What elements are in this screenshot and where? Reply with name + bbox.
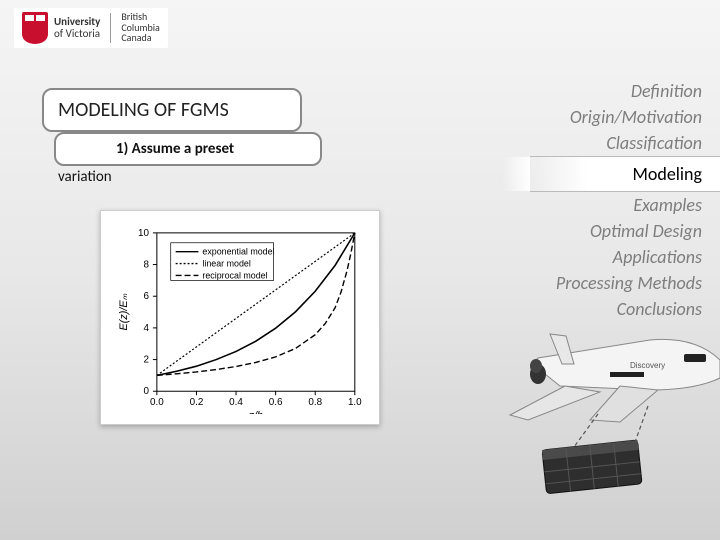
- svg-text:reciprocal model: reciprocal model: [202, 270, 267, 280]
- outline-nav: DefinitionOrigin/MotivationClassificatio…: [530, 78, 720, 322]
- svg-text:0.4: 0.4: [229, 397, 243, 408]
- section-title: MODELING OF FGMS: [42, 88, 302, 132]
- svg-text:0.6: 0.6: [269, 397, 283, 408]
- nav-item-applications[interactable]: Applications: [530, 244, 720, 270]
- uvic-shield-icon: [22, 12, 48, 44]
- logo-bar: University of Victoria British Columbia …: [14, 8, 168, 48]
- logo-divider: [110, 13, 111, 43]
- nav-item-definition[interactable]: Definition: [530, 78, 720, 104]
- svg-text:E(z)/Eₘ: E(z)/Eₘ: [118, 293, 130, 330]
- nav-item-optimal-design[interactable]: Optimal Design: [530, 218, 720, 244]
- chart-svg: 0.0 0.2 0.4 0.6 0.8 1.0 0 2 4 6 8 10 z/h E(z)/Eₘ expon…: [111, 221, 369, 414]
- bc-text: British Columbia Canada: [121, 12, 159, 44]
- svg-text:0.8: 0.8: [308, 397, 322, 408]
- uvic-text: University of Victoria: [54, 16, 100, 39]
- svg-text:z/h: z/h: [248, 410, 264, 414]
- nav-item-conclusions[interactable]: Conclusions: [530, 296, 720, 322]
- svg-text:Discovery: Discovery: [630, 361, 665, 370]
- nav-item-examples[interactable]: Examples: [530, 192, 720, 218]
- svg-text:8: 8: [143, 260, 149, 271]
- shuttle-icon: Discovery: [510, 334, 720, 422]
- section-subtitle: 1) Assume a preset: [54, 132, 322, 166]
- svg-text:2: 2: [143, 355, 149, 366]
- nav-item-origin-motivation[interactable]: Origin/Motivation: [530, 104, 720, 130]
- svg-text:exponential model: exponential model: [202, 247, 274, 257]
- svg-text:10: 10: [138, 228, 149, 239]
- svg-text:linear model: linear model: [202, 259, 250, 269]
- svg-text:6: 6: [143, 291, 149, 302]
- uvic-line2: of Victoria: [54, 28, 100, 40]
- svg-text:0.2: 0.2: [190, 397, 204, 408]
- bc-line3: Canada: [121, 33, 159, 44]
- nav-item-modeling[interactable]: Modeling: [530, 156, 720, 192]
- section-subtitle-cont: variation: [58, 168, 112, 186]
- shuttle-illustration: Discovery: [470, 320, 720, 510]
- svg-text:4: 4: [143, 323, 149, 334]
- nav-item-classification[interactable]: Classification: [530, 130, 720, 156]
- svg-text:1.0: 1.0: [348, 397, 362, 408]
- chart-frame: 0.0 0.2 0.4 0.6 0.8 1.0 0 2 4 6 8 10 z/h E(z)/Eₘ expon…: [100, 210, 380, 425]
- nav-item-processing-methods[interactable]: Processing Methods: [530, 270, 720, 296]
- tile-panel-icon: [542, 440, 642, 494]
- svg-text:0: 0: [143, 386, 149, 397]
- svg-text:0.0: 0.0: [150, 397, 164, 408]
